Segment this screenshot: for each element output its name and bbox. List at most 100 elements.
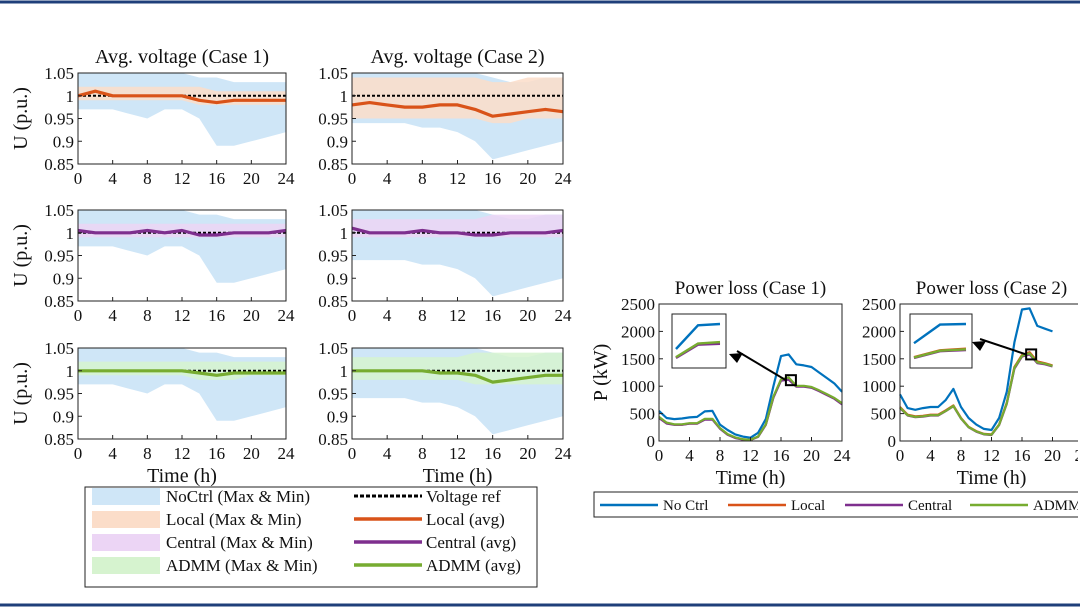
x-tick-label: 4 <box>108 169 117 188</box>
chart-title: Power loss (Case 1) <box>675 278 826 299</box>
legend-swatch-central-band <box>92 534 160 551</box>
legend-label: Central (Max & Min) <box>166 533 313 552</box>
zoom-arrow-head <box>729 353 743 363</box>
y-tick-label: 0.9 <box>53 132 74 151</box>
legend-label: Central (avg) <box>426 533 516 552</box>
x-tick-label: 12 <box>174 444 191 463</box>
inset-line-noctrl <box>913 322 967 345</box>
inset-line-admm <box>913 348 967 359</box>
y-tick-label: 1.05 <box>318 64 348 83</box>
x-tick-label: 24 <box>555 306 573 325</box>
legend-label: Voltage ref <box>426 487 501 506</box>
x-axis-label: Time (h) <box>957 467 1027 489</box>
x-tick-label: 8 <box>418 169 427 188</box>
y-tick-label: 1 <box>340 224 349 243</box>
y-tick-label: 1 <box>340 362 349 381</box>
x-tick-label: 24 <box>278 169 296 188</box>
x-tick-label: 4 <box>685 446 694 465</box>
y-tick-label: 1.05 <box>44 339 74 358</box>
y-tick-label: 0.9 <box>327 132 348 151</box>
y-tick-label: 0.85 <box>318 155 348 174</box>
y-tick-label: 1.05 <box>318 339 348 358</box>
y-tick-label: 0.85 <box>44 430 74 449</box>
chart-panel-5: 1.05 1 0.95 0.9 0.850 4 8 12 16 20 24 Time (h) U (p.… <box>10 339 295 487</box>
x-tick-label: 8 <box>143 169 152 188</box>
x-tick-label: 16 <box>484 169 501 188</box>
x-tick-label: 24 <box>834 446 852 465</box>
x-tick-label: 0 <box>655 446 664 465</box>
chart-panel-4: 1.05 1 0.95 0.9 0.850 4 8 12 16 20 24 <box>318 201 572 325</box>
y-axis-label: P (kW) <box>590 344 612 402</box>
y-tick-label: 1.05 <box>44 201 74 220</box>
x-tick-label: 0 <box>348 169 357 188</box>
local-avg-line <box>77 89 286 105</box>
y-tick-label: 1000 <box>621 377 655 396</box>
y-tick-label: 1 <box>66 362 75 381</box>
legend-label: Central <box>908 498 952 514</box>
inset-line-noctrl <box>675 322 721 350</box>
y-tick-label: 1.05 <box>44 64 74 83</box>
x-tick-label: 8 <box>143 444 152 463</box>
chart-panel-3: 1.05 1 0.95 0.9 0.850 4 8 12 16 20 24 U (p.u.) <box>10 201 295 325</box>
x-tick-label: 8 <box>143 306 152 325</box>
chart-panel-1: 1.05 1 0.95 0.9 0.850 4 8 12 16 20 24 Avg. voltage … <box>10 46 295 188</box>
x-tick-label: 4 <box>108 444 117 463</box>
x-tick-label: 4 <box>383 169 392 188</box>
x-tick-label: 20 <box>519 169 536 188</box>
x-tick-label: 16 <box>1014 446 1031 465</box>
x-axis-label: Time (h) <box>716 467 786 489</box>
x-tick-label: 4 <box>383 306 392 325</box>
inset-box <box>671 313 727 369</box>
local-band <box>352 77 563 124</box>
y-tick-label: 0.9 <box>53 407 74 426</box>
chart-panel-2: 1.05 1 0.95 0.9 0.850 4 8 12 16 20 24 Avg. voltage … <box>318 46 572 188</box>
legend-swatch-local-band <box>92 511 160 528</box>
legend-label: Local (Max & Min) <box>166 510 302 529</box>
y-tick-label: 0.85 <box>44 155 74 174</box>
x-tick-label: 20 <box>243 306 260 325</box>
y-tick-label: 0.9 <box>327 407 348 426</box>
y-axis-label: U (p.u.) <box>10 362 32 425</box>
y-tick-label: 0 <box>647 432 656 451</box>
x-tick-label: 20 <box>243 169 260 188</box>
y-tick-label: 0.95 <box>318 385 348 404</box>
x-tick-label: 16 <box>208 169 225 188</box>
x-tick-label: 24 <box>278 306 296 325</box>
y-tick-label: 2500 <box>621 295 655 314</box>
x-tick-label: 12 <box>449 444 466 463</box>
legends-layer: NoCtrl (Max & Min) Voltage ref Local (Max … <box>84 486 1078 588</box>
x-tick-label: 24 <box>278 444 296 463</box>
y-tick-label: 1 <box>340 87 349 106</box>
legend-swatch-noctrl-band <box>92 488 160 505</box>
y-tick-label: 0.85 <box>44 292 74 311</box>
legend-label: NoCtrl (Max & Min) <box>166 487 310 506</box>
local-avg-line <box>351 101 564 118</box>
x-tick-label: 16 <box>484 306 501 325</box>
legend-box <box>84 486 538 588</box>
y-tick-label: 2000 <box>621 322 655 341</box>
x-tick-label: 4 <box>108 306 117 325</box>
x-tick-label: 12 <box>174 169 191 188</box>
y-tick-label: 1500 <box>862 350 896 369</box>
y-tick-label: 1000 <box>862 377 896 396</box>
series-line-noctrl <box>899 307 1053 432</box>
central-avg-line <box>77 228 287 237</box>
y-tick-label: 1500 <box>621 350 655 369</box>
y-tick-label: 0.95 <box>44 385 74 404</box>
x-tick-label: 16 <box>208 444 225 463</box>
noctrl-band <box>78 348 286 421</box>
x-tick-label: 8 <box>418 444 427 463</box>
y-tick-label: 0.95 <box>44 110 74 129</box>
x-tick-label: 20 <box>519 306 536 325</box>
x-tick-label: 0 <box>348 306 357 325</box>
y-tick-label: 0.95 <box>318 110 348 129</box>
y-tick-label: 2000 <box>862 322 896 341</box>
x-tick-label: 24 <box>1075 446 1080 465</box>
y-tick-label: 500 <box>630 405 656 424</box>
y-tick-label: 0 <box>888 432 897 451</box>
x-tick-label: 0 <box>348 444 357 463</box>
zoom-arrow-head <box>972 341 986 351</box>
x-tick-label: 8 <box>716 446 725 465</box>
y-tick-label: 1.05 <box>318 201 348 220</box>
